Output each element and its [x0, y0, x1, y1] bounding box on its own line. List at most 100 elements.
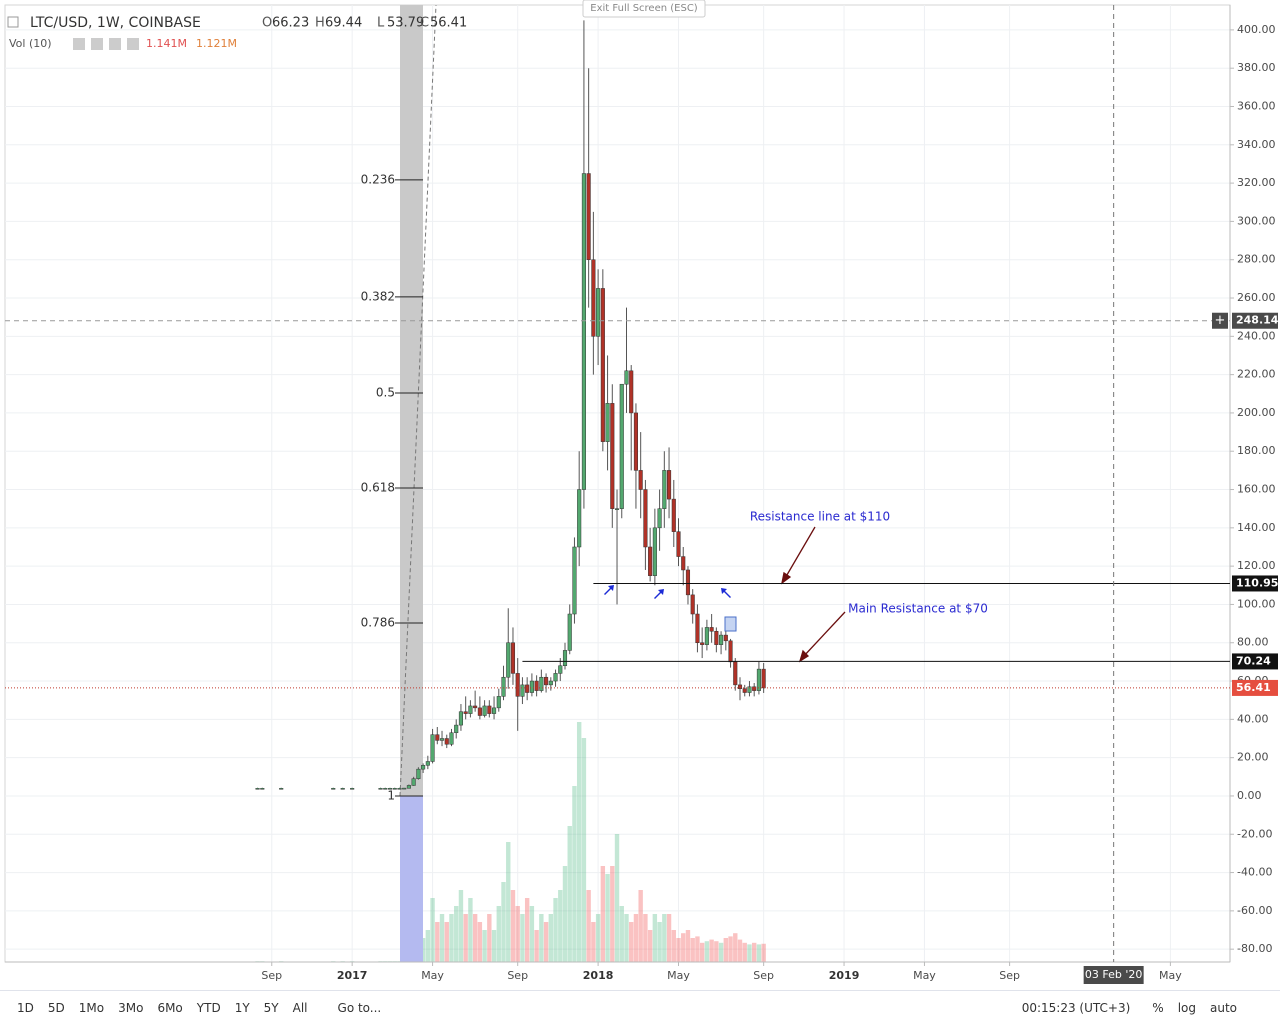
- arrow-line: [802, 611, 846, 658]
- crosshair-plus: +: [1215, 313, 1226, 328]
- exit-button-label[interactable]: Exit Full Screen (ESC): [590, 3, 698, 14]
- ohlc-value: 66.23: [272, 16, 309, 31]
- candle-body: [397, 788, 402, 790]
- volume-ma-value: 1.121M: [196, 37, 237, 50]
- candle-body: [411, 778, 416, 786]
- scale-option[interactable]: auto: [1209, 1000, 1237, 1015]
- candle-body: [482, 705, 487, 716]
- candle-body: [704, 627, 709, 645]
- range-buttons: 1D 5D 1Mo 3Mo 6Mo YTD 1Y 5Y All: [0, 1001, 315, 1015]
- y-tick-label: 20.00: [1237, 751, 1269, 764]
- chart-title: LTC/USD, 1W, COINBASE: [30, 15, 201, 31]
- scale-option[interactable]: log: [1177, 1000, 1196, 1015]
- annotation: Resistance line at $110: [750, 510, 890, 524]
- range-button[interactable]: All: [292, 1000, 308, 1015]
- volume-bar: [572, 786, 577, 962]
- candle-body: [392, 788, 397, 790]
- candle-body: [421, 765, 426, 770]
- candle-body: [477, 707, 482, 716]
- volume-bar: [581, 738, 587, 962]
- collapse-icon[interactable]: [7, 16, 19, 28]
- range-button[interactable]: 1D: [17, 1000, 34, 1015]
- icon[interactable]: [127, 38, 139, 50]
- volume-bar: [657, 922, 662, 962]
- candle-body: [657, 508, 662, 529]
- candle-body: [709, 627, 714, 632]
- volume-bar: [662, 914, 667, 962]
- volume-bar: [477, 922, 483, 962]
- y-tick-label: 80.00: [1237, 636, 1269, 649]
- icon[interactable]: [91, 38, 103, 50]
- candle-body: [340, 788, 345, 790]
- goto-button[interactable]: Go to...: [337, 1000, 382, 1015]
- candle-body: [473, 705, 478, 709]
- range-button[interactable]: 6Mo: [157, 1000, 183, 1015]
- y-tick-label: 180.00: [1237, 444, 1276, 457]
- icon[interactable]: [73, 38, 85, 50]
- x-tick-label: May: [913, 969, 936, 982]
- y-tick-label: 40.00: [1237, 712, 1269, 725]
- candle-body: [662, 470, 667, 509]
- fib-label: 0.382: [361, 289, 395, 303]
- candle-body: [529, 680, 534, 693]
- candle-body: [539, 676, 544, 691]
- x-tick-label: 2018: [583, 969, 614, 982]
- fib-label: 1: [387, 788, 395, 802]
- volume-bar: [742, 942, 747, 962]
- candle-body: [416, 768, 421, 779]
- fib-label: 0.5: [376, 386, 395, 400]
- volume-bar: [510, 890, 516, 962]
- candle-body: [492, 707, 497, 714]
- arrow-head: [781, 571, 792, 585]
- candle-body: [723, 634, 728, 642]
- volume-bar: [751, 942, 757, 962]
- exit-button[interactable]: [582, 0, 706, 18]
- volume-bar: [444, 922, 449, 962]
- y-tick-label: 340.00: [1237, 138, 1276, 151]
- range-button[interactable]: 1Y: [234, 1000, 250, 1015]
- range-button[interactable]: YTD: [196, 1000, 221, 1015]
- candle-body: [567, 613, 572, 651]
- candle-body: [544, 676, 549, 686]
- x-tick-label: May: [421, 969, 444, 982]
- candle-body: [596, 288, 601, 337]
- candle-body: [406, 785, 411, 789]
- volume-bar: [468, 898, 473, 962]
- candle-body: [685, 569, 691, 596]
- volume-bar: [562, 866, 568, 962]
- range-button[interactable]: 5Y: [263, 1000, 279, 1015]
- candle-body: [737, 684, 743, 689]
- range-button[interactable]: 1Mo: [78, 1000, 105, 1015]
- volume-bar: [463, 914, 468, 962]
- candle-body: [676, 531, 681, 557]
- bottom-toolbar: 1D 5D 1Mo 3Mo 6Mo YTD 1Y 5Y All Go to... 00:15:2…: [0, 990, 1280, 1024]
- candle-body: [667, 470, 672, 500]
- y-tick-label: 160.00: [1237, 483, 1276, 496]
- range-button[interactable]: 3Mo: [118, 1000, 144, 1015]
- volume-bar: [714, 941, 719, 962]
- volume-bar: [506, 842, 511, 962]
- volume-bar: [487, 914, 492, 962]
- last-price-label: 56.41: [1236, 681, 1271, 694]
- volume-bar: [515, 906, 520, 962]
- ohlc-value: 53.79: [387, 16, 424, 31]
- candle-body: [501, 676, 506, 697]
- volume-bar: [690, 938, 695, 962]
- range-button[interactable]: 5D: [47, 1000, 65, 1015]
- price-line-label-box: [1232, 653, 1278, 670]
- volume-bar: [695, 936, 700, 962]
- candle-body: [487, 705, 492, 714]
- scale-option[interactable]: %: [1152, 1000, 1164, 1015]
- highlight-box: [724, 616, 737, 632]
- y-tick-label: 260.00: [1237, 291, 1276, 304]
- icon[interactable]: [109, 38, 121, 50]
- volume-bar: [430, 898, 435, 962]
- volume-bar: [718, 942, 724, 962]
- volume-bar: [482, 930, 487, 962]
- volume-bar: [548, 914, 554, 962]
- candle-body: [752, 686, 757, 691]
- y-tick-label: -60.00: [1237, 904, 1272, 917]
- candle-body: [435, 734, 440, 741]
- candle-body: [562, 650, 568, 666]
- candle-body: [700, 642, 705, 645]
